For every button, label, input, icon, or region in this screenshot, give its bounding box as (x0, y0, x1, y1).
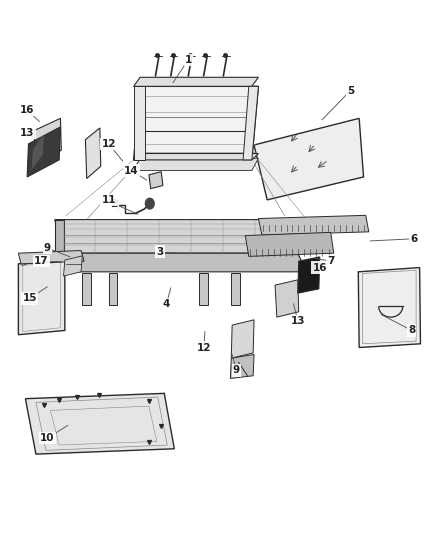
Text: 12: 12 (101, 139, 116, 149)
Polygon shape (149, 172, 163, 189)
Text: 2: 2 (110, 199, 117, 208)
Text: 6: 6 (410, 234, 417, 244)
Polygon shape (55, 220, 307, 253)
Text: 16: 16 (312, 263, 327, 272)
Polygon shape (231, 273, 240, 305)
Text: 15: 15 (22, 294, 37, 303)
Polygon shape (245, 232, 334, 256)
Polygon shape (18, 260, 65, 335)
Polygon shape (109, 273, 117, 305)
Text: 10: 10 (40, 433, 55, 443)
Text: 9: 9 (44, 243, 51, 253)
Polygon shape (85, 128, 101, 179)
Polygon shape (134, 154, 258, 160)
Polygon shape (258, 215, 369, 235)
Polygon shape (230, 354, 254, 378)
Text: 3: 3 (156, 247, 163, 256)
Polygon shape (25, 393, 174, 454)
Text: 1: 1 (185, 55, 192, 64)
Polygon shape (27, 127, 60, 177)
Polygon shape (32, 134, 44, 169)
Circle shape (145, 198, 154, 209)
Text: 17: 17 (34, 256, 49, 266)
Polygon shape (275, 280, 299, 317)
Polygon shape (22, 257, 33, 265)
Polygon shape (55, 220, 64, 272)
Polygon shape (358, 268, 420, 348)
Polygon shape (82, 273, 91, 305)
Polygon shape (134, 86, 258, 160)
Text: 7: 7 (327, 256, 334, 266)
Text: 14: 14 (124, 166, 139, 175)
Polygon shape (298, 257, 320, 293)
Polygon shape (64, 256, 82, 276)
Text: 4: 4 (163, 299, 170, 309)
Polygon shape (18, 251, 84, 264)
Polygon shape (199, 273, 208, 305)
Text: 16: 16 (20, 106, 35, 115)
Text: 11: 11 (101, 195, 116, 205)
Polygon shape (243, 86, 258, 160)
Polygon shape (134, 158, 258, 171)
Text: 8: 8 (408, 326, 415, 335)
Text: 5: 5 (347, 86, 354, 95)
Polygon shape (134, 77, 258, 86)
Polygon shape (134, 86, 145, 160)
Text: 9: 9 (233, 366, 240, 375)
Polygon shape (231, 320, 254, 358)
Polygon shape (254, 118, 364, 200)
Polygon shape (34, 118, 61, 163)
Polygon shape (55, 253, 307, 272)
Text: 13: 13 (290, 316, 305, 326)
Text: 12: 12 (196, 343, 211, 352)
Text: 13: 13 (20, 128, 35, 138)
